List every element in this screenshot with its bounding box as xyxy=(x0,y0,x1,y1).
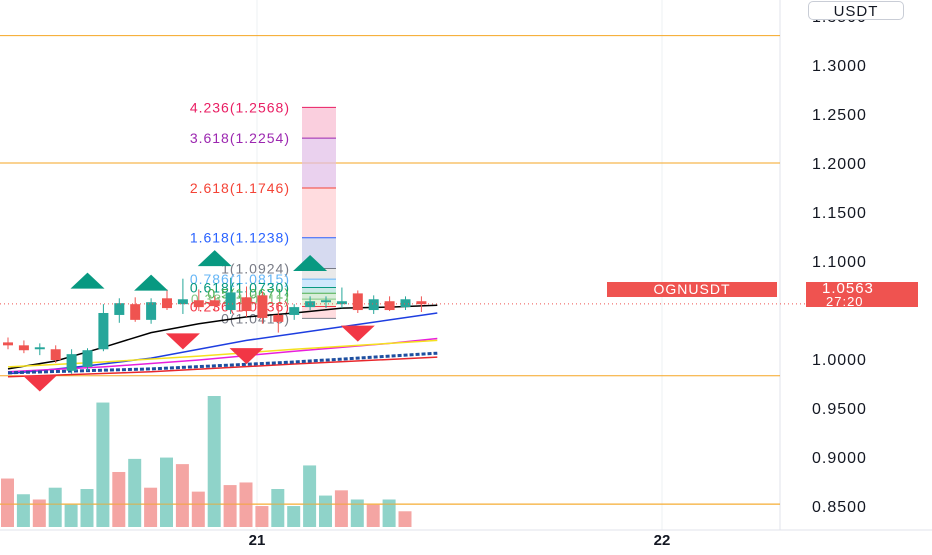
candle-body xyxy=(225,292,236,311)
candle-body xyxy=(98,312,109,350)
volume-bar xyxy=(334,490,348,527)
fib-level-label: 0.618(1.0730) xyxy=(190,280,290,296)
candle-body xyxy=(3,342,13,346)
candle-body xyxy=(130,304,141,320)
volume-bar xyxy=(382,499,396,527)
y-axis-tick-label: 1.3000 xyxy=(812,58,867,75)
candle-body xyxy=(305,301,316,308)
volume-bar xyxy=(1,478,14,527)
candle-body xyxy=(336,301,347,305)
bar-countdown: 27:20 xyxy=(826,294,864,309)
fractal-down-marker xyxy=(22,375,57,392)
volume-bar xyxy=(32,499,46,527)
fib-zone xyxy=(302,306,336,319)
volume-bar xyxy=(207,396,221,527)
fib-zone xyxy=(302,268,336,280)
volume-bar xyxy=(80,489,94,527)
fractal-up-marker xyxy=(293,255,328,272)
volume-bar xyxy=(255,506,269,527)
candle-body xyxy=(368,299,379,311)
y-axis-tick-label: 0.9000 xyxy=(812,450,867,467)
symbol-label: OGNUSDT xyxy=(607,282,777,297)
candle-body xyxy=(321,300,331,303)
last-price-value: 1.0563 xyxy=(822,280,874,297)
candle-body xyxy=(384,301,395,311)
candle-body xyxy=(289,307,300,315)
volume-bar xyxy=(239,482,253,527)
volume-bar xyxy=(160,457,173,527)
y-axis-tick-label: 1.2500 xyxy=(812,107,867,124)
currency-unit-button[interactable]: USDT xyxy=(808,1,904,20)
candle-body xyxy=(66,354,77,371)
candle-body xyxy=(82,350,93,367)
candle-body xyxy=(209,300,220,307)
x-axis-tick-label: 22 xyxy=(654,532,671,549)
candle-body xyxy=(416,301,427,305)
fib-level-label: 1(1.0924) xyxy=(221,261,290,277)
fractal-down-marker xyxy=(165,333,200,350)
fib-level-label: 2.618(1.1746) xyxy=(190,180,290,196)
volume-bar xyxy=(303,465,317,527)
volume-bar xyxy=(48,487,62,527)
candle-body xyxy=(400,299,411,308)
fractal-down-marker xyxy=(340,325,375,342)
fib-zone xyxy=(302,293,336,300)
volume-bar xyxy=(16,494,30,527)
volume-bar xyxy=(319,495,332,527)
volume-bar xyxy=(128,458,142,527)
fib-zone xyxy=(302,279,336,288)
volume-bar xyxy=(350,499,364,527)
candle-body xyxy=(257,295,268,318)
candle-body xyxy=(50,349,61,361)
moving-average-line xyxy=(7,304,438,370)
moving-average-line xyxy=(7,312,438,375)
y-axis-tick-label: 1.1000 xyxy=(812,254,867,271)
y-axis-tick-label: 1.1500 xyxy=(812,205,867,222)
volume-bar xyxy=(112,471,126,527)
volume-bar xyxy=(366,504,380,527)
fib-zone xyxy=(302,107,336,139)
fib-zone xyxy=(302,187,336,238)
candle-body xyxy=(146,302,157,320)
fractal-up-marker xyxy=(197,250,232,267)
volume-bar xyxy=(191,491,205,527)
last-price-badge: 1.0563 27:20 xyxy=(806,280,918,309)
moving-average-line xyxy=(7,356,438,378)
volume-bar xyxy=(96,402,110,527)
fractal-up-marker xyxy=(134,274,169,291)
volume-bar xyxy=(398,511,412,527)
volume-bar xyxy=(223,485,237,527)
volume-bar xyxy=(287,506,301,527)
volume-bar xyxy=(144,487,158,527)
candle-body xyxy=(162,298,172,309)
y-axis-tick-label: 1.0000 xyxy=(812,352,867,369)
volume-bar xyxy=(64,504,78,527)
fib-level-label: 0.786(1.0815) xyxy=(190,271,290,287)
candle-body xyxy=(241,297,252,312)
candle-body xyxy=(114,303,125,315)
candle-body xyxy=(193,300,204,308)
y-axis-tick-label: 0.8500 xyxy=(812,499,867,516)
fib-level-label: 3.618(1.2254) xyxy=(190,130,290,146)
volume-bar xyxy=(175,464,189,527)
y-axis-tick-label: 0.9500 xyxy=(812,401,867,418)
candle-body xyxy=(34,347,45,350)
fib-zone xyxy=(302,138,336,188)
fractal-down-marker xyxy=(229,348,264,365)
candle-body xyxy=(273,314,284,322)
fib-level-label: 1.618(1.1238) xyxy=(190,230,290,246)
candle-body xyxy=(18,345,29,351)
fractal-up-marker xyxy=(70,272,105,289)
candle-body xyxy=(177,299,188,305)
fib-zone xyxy=(302,287,336,294)
y-axis-tick-label: 1.2000 xyxy=(812,156,867,173)
x-axis-tick-label: 21 xyxy=(249,532,266,549)
candle-body xyxy=(352,293,363,311)
volume-bar xyxy=(271,489,285,527)
fib-zone xyxy=(302,299,336,307)
fib-level-label: 4.236(1.2568) xyxy=(190,99,290,115)
